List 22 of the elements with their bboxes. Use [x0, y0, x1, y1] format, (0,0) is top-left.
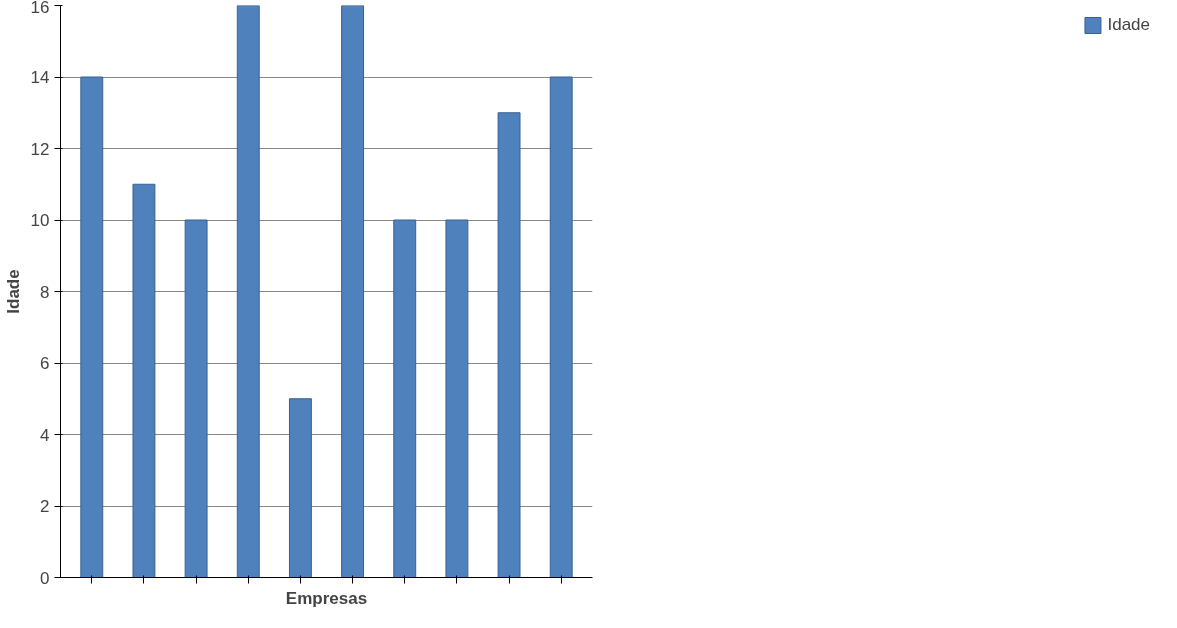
- y-tick-label: 6: [40, 354, 50, 373]
- bar: [132, 183, 156, 578]
- bar: [445, 219, 469, 578]
- bar: [497, 112, 521, 578]
- y-tick-label: 4: [40, 425, 50, 445]
- y-tick-label: 10: [30, 211, 50, 230]
- bar: [80, 76, 104, 578]
- bar: [184, 219, 208, 578]
- bar: [393, 219, 417, 578]
- y-tick-label: 16: [30, 0, 50, 17]
- y-axis-title: Idade: [3, 269, 23, 314]
- bar: [549, 76, 573, 578]
- y-tick-label: 12: [30, 139, 50, 159]
- x-axis-title: Empresas: [285, 588, 368, 608]
- y-tick-label: 14: [30, 68, 50, 87]
- y-tick-label: 8: [40, 282, 50, 302]
- bar: [341, 5, 365, 578]
- legend-label: Idade: [1107, 15, 1150, 35]
- y-tick-label: 2: [40, 497, 50, 516]
- bar: [288, 398, 312, 578]
- y-tick-label: 0: [40, 568, 50, 588]
- bar: [236, 5, 260, 578]
